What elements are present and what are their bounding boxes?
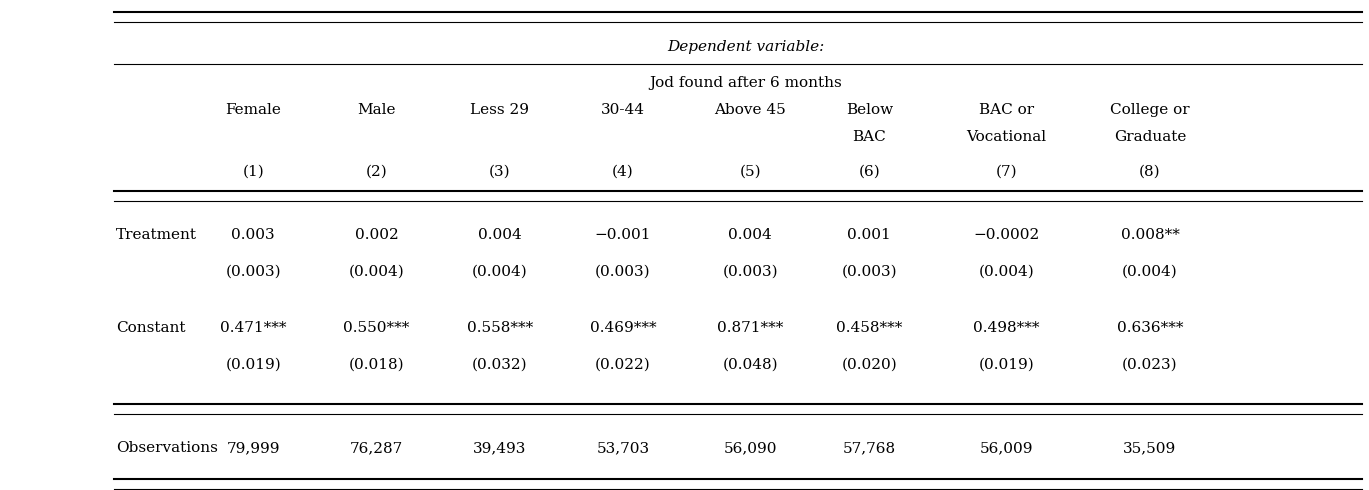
Text: (2): (2) (366, 165, 387, 178)
Text: 30-44: 30-44 (601, 103, 645, 117)
Text: 0.636***: 0.636*** (1117, 321, 1183, 335)
Text: BAC or: BAC or (979, 103, 1034, 117)
Text: (0.032): (0.032) (472, 358, 527, 372)
Text: Above 45: Above 45 (715, 103, 786, 117)
Text: (0.003): (0.003) (596, 265, 650, 279)
Text: 0.008**: 0.008** (1120, 228, 1180, 242)
Text: Male: Male (357, 103, 396, 117)
Text: −0.0002: −0.0002 (973, 228, 1039, 242)
Text: (6): (6) (858, 165, 880, 178)
Text: (0.019): (0.019) (979, 358, 1034, 372)
Text: (8): (8) (1139, 165, 1161, 178)
Text: 0.004: 0.004 (478, 228, 522, 242)
Text: (4): (4) (612, 165, 634, 178)
Text: (5): (5) (739, 165, 761, 178)
Text: 56,009: 56,009 (979, 441, 1034, 455)
Text: 0.001: 0.001 (847, 228, 891, 242)
Text: (0.020): (0.020) (842, 358, 897, 372)
Text: Less 29: Less 29 (470, 103, 530, 117)
Text: (0.004): (0.004) (349, 265, 404, 279)
Text: 76,287: 76,287 (350, 441, 402, 455)
Text: (7): (7) (995, 165, 1017, 178)
Text: 0.871***: 0.871*** (717, 321, 783, 335)
Text: 0.498***: 0.498*** (973, 321, 1039, 335)
Text: 0.002: 0.002 (355, 228, 398, 242)
Text: (0.004): (0.004) (979, 265, 1034, 279)
Text: 79,999: 79,999 (226, 441, 281, 455)
Text: (0.022): (0.022) (596, 358, 650, 372)
Text: (1): (1) (242, 165, 264, 178)
Text: Jod found after 6 months: Jod found after 6 months (650, 76, 842, 90)
Text: (0.003): (0.003) (842, 265, 897, 279)
Text: Observations: Observations (116, 441, 218, 455)
Text: 0.003: 0.003 (231, 228, 275, 242)
Text: 0.558***: 0.558*** (467, 321, 533, 335)
Text: 0.471***: 0.471*** (220, 321, 286, 335)
Text: (3): (3) (489, 165, 511, 178)
Text: Dependent variable:: Dependent variable: (668, 40, 824, 53)
Text: Graduate: Graduate (1114, 130, 1186, 144)
Text: 0.550***: 0.550*** (344, 321, 409, 335)
Text: 0.004: 0.004 (728, 228, 772, 242)
Text: (0.003): (0.003) (226, 265, 281, 279)
Text: Vocational: Vocational (967, 130, 1046, 144)
Text: 53,703: 53,703 (597, 441, 649, 455)
Text: −0.001: −0.001 (594, 228, 652, 242)
Text: (0.019): (0.019) (226, 358, 281, 372)
Text: College or: College or (1110, 103, 1190, 117)
Text: 56,090: 56,090 (723, 441, 778, 455)
Text: 39,493: 39,493 (474, 441, 526, 455)
Text: 35,509: 35,509 (1124, 441, 1176, 455)
Text: (0.003): (0.003) (723, 265, 778, 279)
Text: 0.469***: 0.469*** (590, 321, 656, 335)
Text: (0.048): (0.048) (723, 358, 778, 372)
Text: 57,768: 57,768 (843, 441, 895, 455)
Text: Treatment: Treatment (116, 228, 197, 242)
Text: Constant: Constant (116, 321, 186, 335)
Text: (0.004): (0.004) (472, 265, 527, 279)
Text: (0.004): (0.004) (1123, 265, 1177, 279)
Text: BAC: BAC (853, 130, 886, 144)
Text: (0.023): (0.023) (1123, 358, 1177, 372)
Text: 0.458***: 0.458*** (836, 321, 902, 335)
Text: (0.018): (0.018) (349, 358, 404, 372)
Text: Female: Female (226, 103, 281, 117)
Text: Below: Below (846, 103, 893, 117)
